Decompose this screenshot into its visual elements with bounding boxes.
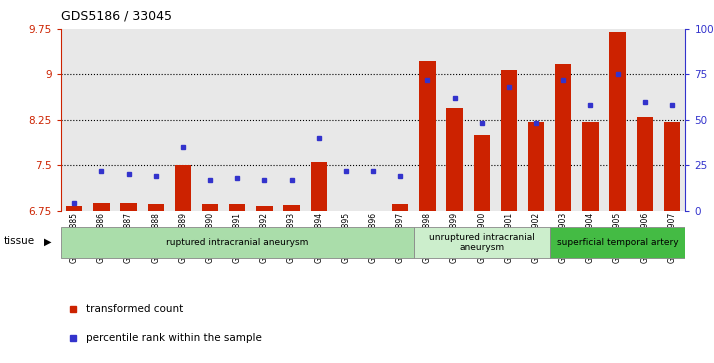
Text: superficial temporal artery: superficial temporal artery (557, 238, 678, 247)
Bar (550, 227, 685, 258)
Text: ▶: ▶ (44, 236, 51, 246)
Bar (528, 122, 544, 211)
Text: ruptured intracranial aneurysm: ruptured intracranial aneurysm (166, 238, 308, 247)
Bar (229, 204, 246, 211)
Bar (555, 64, 571, 211)
Text: GDS5186 / 33045: GDS5186 / 33045 (61, 9, 171, 22)
Bar (501, 70, 517, 211)
Bar (609, 32, 625, 211)
Bar (256, 206, 273, 211)
Bar (283, 205, 300, 211)
Bar (664, 122, 680, 211)
Bar (66, 206, 82, 211)
Bar (175, 165, 191, 211)
Bar (365, 211, 381, 214)
Bar (419, 61, 436, 211)
Bar (392, 204, 408, 211)
Bar (61, 227, 414, 258)
Bar (473, 135, 490, 211)
Bar (446, 108, 463, 211)
Text: unruptured intracranial
aneurysm: unruptured intracranial aneurysm (429, 233, 535, 252)
Text: tissue: tissue (4, 236, 35, 246)
Text: transformed count: transformed count (86, 303, 183, 314)
Bar (582, 122, 598, 211)
Bar (338, 211, 354, 214)
Bar (202, 204, 218, 211)
Text: percentile rank within the sample: percentile rank within the sample (86, 333, 261, 343)
Bar (148, 204, 164, 211)
Bar (94, 203, 109, 211)
Bar (637, 117, 653, 211)
Bar (121, 203, 137, 211)
Bar (414, 227, 550, 258)
Bar (311, 162, 327, 211)
